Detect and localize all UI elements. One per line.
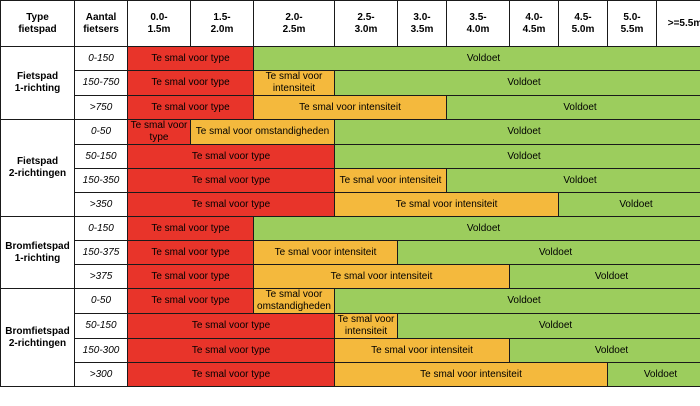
assessment-cell: Te smal voor type [127, 168, 335, 193]
cyclist-count-cell: 0-50 [74, 119, 128, 145]
assessment-cell: Voldoet [334, 288, 700, 314]
table-row: 150-300 Te smal voor type Te smal voor int… [1, 338, 700, 363]
assessment-cell: Voldoet [558, 192, 700, 217]
cyclist-count-cell: 150-350 [74, 168, 128, 193]
assessment-cell: Voldoet [334, 144, 700, 169]
assessment-cell: Te smal voor intensiteit [334, 168, 447, 193]
cyclist-count-cell: 0-50 [74, 288, 128, 314]
cyclist-count-cell: 150-750 [74, 70, 128, 96]
width-header: 2.5- 3.0m [334, 0, 398, 47]
cyclist-count-cell: >350 [74, 192, 128, 217]
assessment-cell: Te smal voor intensiteit [334, 313, 398, 339]
table-row: 150-750 Te smal voor type Te smal voor inte… [1, 70, 700, 96]
cyclist-count-cell: 50-150 [74, 313, 128, 339]
assessment-cell: Te smal voor type [127, 70, 254, 96]
table-row: 150-350 Te smal voor type Te smal voor int… [1, 168, 700, 193]
cyclist-count-cell: 50-150 [74, 144, 128, 169]
path-type-cell: Fietspad 1-richting [0, 46, 75, 120]
assessment-cell: Te smal voor intensiteit [253, 95, 447, 120]
cyclist-count-cell: 0-150 [74, 46, 128, 71]
width-header: 2.0- 2.5m [253, 0, 335, 47]
table-row: Fietspad 1-richting 0-150 Te smal voor type… [0, 46, 700, 120]
header-row: Type fietspad Aantal fietsers 0.0- 1.5m 1.5… [0, 0, 700, 47]
cyclist-count-cell: 0-150 [74, 216, 128, 241]
assessment-cell: Te smal voor intensiteit [334, 192, 559, 217]
assessment-cell: Te smal voor intensiteit [334, 362, 608, 387]
cyclist-count-cell: >300 [74, 362, 128, 387]
assessment-cell: Voldoet [397, 240, 700, 265]
cyclist-count-cell: 150-300 [74, 338, 128, 363]
width-header: 5.0- 5.5m [607, 0, 657, 47]
assessment-cell: Te smal voor intensiteit [253, 264, 510, 289]
table-row: >375 Te smal voor type Te smal voor intens… [1, 264, 700, 289]
assessment-cell: Te smal voor type [127, 240, 254, 265]
assessment-cell: Te smal voor type [127, 313, 335, 339]
bike-path-width-table: Type fietspad Aantal fietsers 0.0- 1.5m 1.5… [0, 0, 700, 387]
assessment-cell: Te smal voor intensiteit [253, 70, 335, 96]
table-row: 50-150 Te smal voor type Te smal voor inten… [1, 313, 700, 339]
assessment-cell: Te smal voor type [127, 264, 254, 289]
assessment-cell: Te smal voor intensiteit [253, 240, 398, 265]
assessment-cell: Voldoet [509, 264, 700, 289]
assessment-cell: Voldoet [397, 313, 700, 339]
assessment-cell: Te smal voor intensiteit [334, 338, 510, 363]
cyclist-count-cell: >375 [74, 264, 128, 289]
table-row: 50-150 Te smal voor type Voldoet [1, 144, 700, 169]
table-row: >300 Te smal voor type Te smal voor intens… [1, 362, 700, 387]
assessment-cell: Te smal voor type [127, 46, 254, 71]
table-row: >350 Te smal voor type Te smal voor intens… [1, 192, 700, 217]
cyclist-count-cell: 150-375 [74, 240, 128, 265]
assessment-cell: Te smal voor type [127, 362, 335, 387]
path-type-cell: Bromfietspad 1-richting [0, 216, 75, 289]
table-row: Bromfietspad 1-richting 0-150 Te smal voor … [0, 216, 700, 289]
cyclist-count-cell: >750 [74, 95, 128, 120]
assessment-cell: Voldoet [334, 119, 700, 145]
assessment-cell: Te smal voor omstandigheden [190, 119, 335, 145]
assessment-cell: Voldoet [607, 362, 700, 387]
assessment-cell: Te smal voor omstandigheden [253, 288, 335, 314]
width-header: >=5.5m [656, 0, 700, 47]
assessment-cell: Te smal voor type [127, 95, 254, 120]
table-row: Bromfietspad 2-richtingen 0-50 Te smal voor… [0, 288, 700, 387]
assessment-cell: Voldoet [253, 216, 700, 241]
assessment-cell: Te smal voor type [127, 338, 335, 363]
width-header: 0.0- 1.5m [127, 0, 191, 47]
path-type-cell: Bromfietspad 2-richtingen [0, 288, 75, 387]
path-type-cell: Fietspad 2-richtingen [0, 119, 75, 217]
width-header: 3.5- 4.0m [446, 0, 510, 47]
table-body: Fietspad 1-richting 0-150 Te smal voor type… [0, 46, 700, 387]
width-header: 3.0- 3.5m [397, 0, 447, 47]
width-header: 4.0- 4.5m [509, 0, 559, 47]
assessment-cell: Te smal voor type [127, 216, 254, 241]
count-header: Aantal fietsers [74, 0, 128, 47]
assessment-cell: Voldoet [446, 168, 700, 193]
assessment-cell: Voldoet [334, 70, 700, 96]
type-header: Type fietspad [0, 0, 75, 47]
assessment-cell: Voldoet [253, 46, 700, 71]
width-header: 4.5- 5.0m [558, 0, 608, 47]
table-row: 150-375 Te smal voor type Te smal voor int… [1, 240, 700, 265]
table-row: Fietspad 2-richtingen 0-50 Te smal voor type… [0, 119, 700, 217]
assessment-cell: Te smal voor type [127, 144, 335, 169]
assessment-cell: Voldoet [509, 338, 700, 363]
assessment-cell: Voldoet [446, 95, 700, 120]
assessment-cell: Te smal voor type [127, 288, 254, 314]
width-header: 1.5- 2.0m [190, 0, 254, 47]
assessment-cell: Te smal voor type [127, 192, 335, 217]
table-row: >750 Te smal voor type Te smal voor intens… [1, 95, 700, 120]
assessment-cell: Te smal voor type [127, 119, 191, 145]
